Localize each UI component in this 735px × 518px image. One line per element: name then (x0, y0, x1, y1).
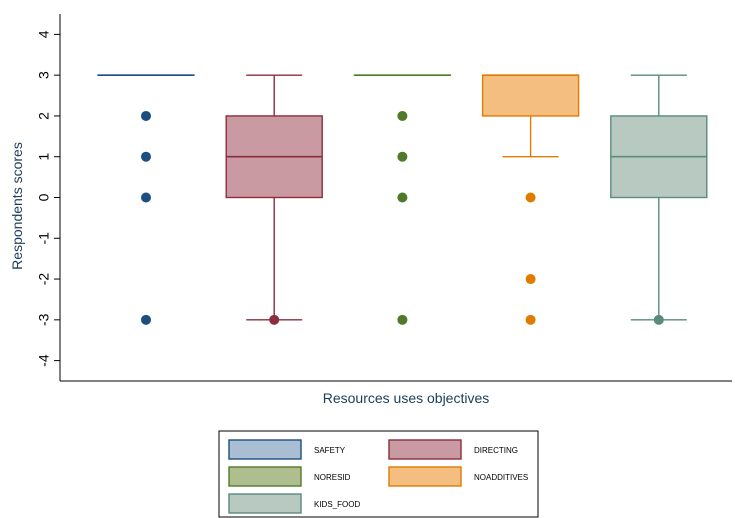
legend-label: NOADDITIVES (474, 473, 528, 482)
plot-area (97, 74, 708, 325)
legend-label: SAFETY (314, 446, 346, 455)
legend-label: NORESID (314, 473, 351, 482)
x-axis-label: Resources uses objectives (323, 390, 490, 406)
y-tick-label: -2 (36, 273, 52, 286)
legend: SAFETY DIRECTING NORESID NOADDITIVES KIDS_FO… (218, 430, 539, 518)
outlier-point (397, 110, 408, 121)
legend-item-directing: DIRECTING (388, 439, 518, 460)
box-directing (225, 74, 323, 325)
legend-swatch (228, 466, 302, 487)
legend-item-noadditives: NOADDITIVES (388, 466, 528, 487)
y-tick-label: 1 (36, 153, 52, 161)
outlier-point (141, 192, 151, 203)
y-axis-label: Respondents scores (9, 142, 25, 270)
outlier-point (525, 314, 536, 325)
outlier-point (141, 151, 151, 162)
legend-item-kids-food: KIDS_FOOD (228, 493, 360, 514)
outlier-point (141, 110, 151, 121)
y-tick-label: 0 (36, 193, 52, 201)
legend-label: KIDS_FOOD (314, 500, 360, 509)
y-tick-label: -3 (36, 313, 52, 326)
y-tick-label: 3 (36, 71, 52, 79)
legend-item-safety: SAFETY (228, 439, 346, 460)
outlier-point (525, 274, 536, 285)
axes: -4 -3 -2 -1 0 1 2 3 4 (36, 14, 732, 382)
box-noadditives (481, 74, 580, 325)
y-tick-label: 2 (36, 112, 52, 120)
legend-swatch (388, 466, 462, 487)
outlier-point (397, 192, 408, 203)
box-kids-food (610, 74, 708, 325)
outlier-point (525, 192, 536, 203)
box-iqr (481, 74, 580, 117)
legend-swatch (388, 439, 462, 460)
y-tick-label: -1 (36, 232, 52, 245)
y-tick-label: -4 (36, 354, 52, 367)
outlier-point (269, 314, 280, 325)
box-noresid (353, 74, 452, 325)
legend-item-noresid: NORESID (228, 466, 351, 487)
legend-swatch (228, 493, 302, 514)
y-tick-label: 4 (36, 30, 52, 38)
legend-swatch (228, 439, 302, 460)
legend-label: DIRECTING (474, 446, 518, 455)
outlier-point (653, 314, 664, 325)
outlier-point (397, 314, 408, 325)
box-safety (97, 74, 195, 325)
outlier-point (141, 314, 151, 325)
outlier-point (397, 151, 408, 162)
